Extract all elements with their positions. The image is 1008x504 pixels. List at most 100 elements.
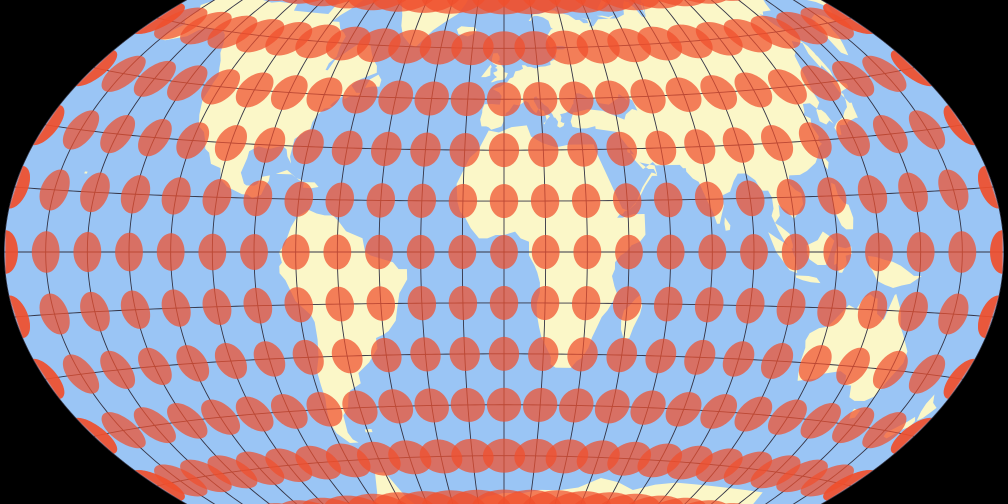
- tissot-indicatrix: [9, 295, 31, 339]
- tissot-indicatrix: [135, 470, 185, 501]
- tissot-indicatrix: [62, 110, 100, 150]
- tissot-indicatrix: [606, 131, 637, 167]
- tissot-indicatrix: [39, 293, 70, 335]
- tissot-indicatrix: [630, 79, 666, 114]
- tissot-indicatrix: [528, 336, 559, 371]
- land-polygon: [481, 64, 492, 78]
- tissot-indicatrix: [366, 286, 396, 321]
- tissot-indicatrix: [740, 234, 768, 270]
- tissot-indicatrix: [451, 438, 494, 473]
- tissot-indicatrix: [734, 396, 773, 432]
- tissot-indicatrix: [722, 341, 755, 377]
- tissot-indicatrix: [407, 286, 437, 321]
- tissot-indicatrix: [530, 184, 560, 219]
- tissot-indicatrix: [767, 69, 807, 105]
- tissot-indicatrix: [371, 337, 402, 373]
- tissot-indicatrix: [202, 179, 232, 216]
- tissot-indicatrix: [898, 291, 928, 332]
- tissot-indicatrix: [342, 79, 378, 114]
- tissot-indicatrix: [776, 288, 806, 325]
- tissot-indicatrix: [645, 130, 677, 166]
- tissot-indicatrix: [943, 104, 976, 146]
- tissot-indicatrix: [750, 15, 801, 49]
- tissot-indicatrix: [573, 234, 602, 270]
- tissot-indicatrix: [684, 339, 716, 375]
- tissot-indicatrix: [448, 184, 478, 219]
- tissot-indicatrix: [270, 75, 308, 110]
- tissot-indicatrix: [62, 354, 100, 394]
- tissot-indicatrix: [523, 82, 558, 117]
- tissot-indicatrix: [523, 387, 558, 422]
- tissot-indicatrix: [138, 347, 172, 385]
- tissot-indicatrix: [366, 183, 396, 218]
- tissot-indicatrix: [938, 293, 969, 335]
- tissot-indicatrix: [761, 343, 794, 379]
- tissot-indicatrix: [948, 231, 977, 273]
- tissot-indicatrix: [832, 407, 875, 444]
- tissot-indicatrix: [735, 287, 765, 324]
- tissot-indicatrix: [489, 285, 519, 320]
- tissot-indicatrix: [978, 165, 1000, 209]
- tissot-indicatrix: [235, 451, 285, 485]
- tissot-indicatrix: [817, 289, 847, 327]
- tissot-indicatrix: [734, 72, 773, 108]
- tissot-indicatrix: [80, 172, 110, 213]
- tissot-indicatrix: [135, 3, 185, 34]
- tissot-indicatrix: [115, 232, 143, 272]
- tissot-indicatrix: [39, 169, 70, 211]
- tissot-indicatrix: [665, 77, 702, 112]
- tissot-indicatrix: [101, 55, 146, 92]
- land-polygon: [275, 169, 304, 182]
- tissot-indicatrix: [865, 232, 893, 272]
- tissot-indicatrix: [594, 389, 630, 424]
- tissot-indicatrix: [823, 233, 852, 271]
- tissot-indicatrix: [486, 82, 522, 117]
- tissot-indicatrix: [214, 343, 247, 379]
- tissot-indicatrix: [331, 130, 363, 166]
- tissot-indicatrix: [451, 31, 494, 66]
- tissot-indicatrix: [180, 11, 232, 45]
- tissot-indicatrix: [201, 399, 241, 435]
- tissot-indicatrix: [630, 390, 666, 425]
- tissot-indicatrix: [407, 183, 437, 218]
- tissot-indicatrix: [571, 286, 601, 321]
- tissot-indicatrix: [823, 470, 874, 501]
- tissot-indicatrix: [450, 387, 485, 422]
- tissot-indicatrix: [776, 11, 828, 45]
- tissot-indicatrix: [862, 412, 907, 449]
- tissot-indicatrix: [202, 288, 232, 325]
- tissot-indicatrix: [270, 394, 308, 429]
- tissot-indicatrix: [978, 295, 1000, 339]
- tissot-indicatrix: [253, 341, 286, 377]
- tissot-indicatrix: [700, 75, 738, 110]
- tissot-indicatrix: [836, 119, 870, 157]
- tissot-indicatrix: [167, 65, 208, 101]
- tissot-indicatrix: [449, 336, 480, 371]
- tissot-indicatrix: [761, 125, 794, 161]
- tissot-indicatrix: [531, 235, 560, 269]
- tissot-indicatrix: [832, 60, 875, 97]
- tissot-indicatrix: [9, 165, 31, 209]
- tissot-indicatrix: [694, 181, 724, 217]
- tissot-indicatrix: [284, 181, 314, 217]
- tissot-indicatrix: [800, 7, 854, 40]
- tissot-indicatrix: [486, 387, 522, 422]
- tissot-indicatrix: [235, 19, 285, 53]
- tissot-indicatrix: [776, 459, 828, 493]
- tissot-indicatrix: [243, 180, 273, 217]
- tissot-indicatrix: [371, 131, 402, 167]
- tissot-indicatrix: [836, 347, 870, 385]
- tissot-indicatrix: [908, 354, 946, 394]
- tissot-indicatrix: [490, 235, 518, 269]
- tissot-indicatrix: [414, 81, 449, 116]
- tissot-indicatrix: [388, 440, 432, 475]
- tissot-indicatrix-layer: [5, 0, 1003, 504]
- tissot-indicatrix: [31, 231, 60, 273]
- tissot-indicatrix: [101, 412, 146, 449]
- land-polygon: [84, 171, 88, 174]
- tissot-indicatrix: [653, 286, 683, 322]
- tissot-indicatrix: [449, 133, 480, 168]
- tissot-indicatrix: [161, 177, 191, 215]
- tissot-indicatrix: [612, 183, 642, 218]
- tissot-indicatrix: [133, 407, 176, 444]
